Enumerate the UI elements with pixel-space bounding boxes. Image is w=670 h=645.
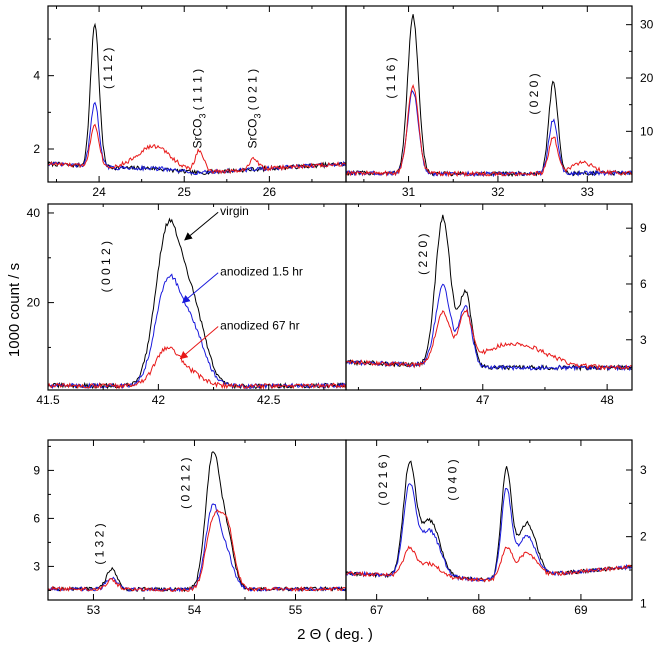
y-tick-label: 10 xyxy=(640,124,654,138)
peak-annotation: ( 1 1 2 ) xyxy=(101,48,115,89)
y-tick-label: 2 xyxy=(640,530,647,544)
x-tick-label: 24 xyxy=(92,185,106,199)
series-label: virgin xyxy=(220,204,249,218)
series-label-arrow xyxy=(181,272,219,304)
peak-annotation: ( 1 1 6 ) xyxy=(384,57,398,98)
x-tick-label: 42.5 xyxy=(257,393,281,407)
peak-annotation: ( 0 2 1 2 ) xyxy=(178,458,192,509)
peak-annotation: ( 0 2 1 6 ) xyxy=(376,454,390,505)
x-tick-label: 53 xyxy=(87,603,101,617)
x-tick-label: 33 xyxy=(581,185,595,199)
y-tick-label: 2 xyxy=(33,142,40,156)
peak-annotation: ( 1 3 2 ) xyxy=(93,523,107,564)
y-tick-label: 3 xyxy=(33,559,40,573)
series-line-anodized-67-hr xyxy=(346,84,632,178)
series-label: anodized 1.5 hr xyxy=(220,265,303,279)
series-line-virgin xyxy=(346,214,632,372)
y-tick-label: 30 xyxy=(640,18,654,32)
peak-annotation: ( 0 0 1 2 ) xyxy=(99,241,113,292)
peak-annotation: ( 0 2 0 ) xyxy=(527,73,541,114)
x-tick-label: 69 xyxy=(574,603,588,617)
x-tick-label: 54 xyxy=(188,603,202,617)
series-line-anodized-67-hr xyxy=(346,308,632,371)
x-tick-label: 41.5 xyxy=(36,393,60,407)
x-tick-label: 55 xyxy=(289,603,303,617)
y-tick-label: 9 xyxy=(640,221,647,235)
y-tick-label: 6 xyxy=(33,511,40,525)
y-tick-label: 1 xyxy=(640,596,647,610)
panel-bottom-left: 53 54 55 3 6 9 ( 1 3 2 ) ( 0 2 1 2 ) xyxy=(33,439,347,617)
series-line-virgin xyxy=(48,22,346,177)
series-line-anodized-67-hr xyxy=(48,123,346,175)
plot-frame xyxy=(345,203,633,391)
x-tick-label: 68 xyxy=(472,603,486,617)
x-tick-label: 31 xyxy=(402,185,416,199)
series-line-anodized-67-hr xyxy=(346,545,632,583)
plot-frame xyxy=(345,5,633,183)
x-tick-label: 32 xyxy=(491,185,505,199)
peak-annotation: SrCO3 ( 0 2 1 ) xyxy=(246,69,263,149)
series-line-anodized-1-5-hr xyxy=(48,273,346,390)
x-tick-label: 42 xyxy=(152,393,166,407)
y-axis-title: 1000 count / s xyxy=(6,263,23,357)
plot-frame xyxy=(47,439,347,601)
x-tick-label: 47 xyxy=(476,393,490,407)
y-tick-label: 20 xyxy=(27,296,41,310)
panel-top-right: 31 32 33 10 20 30 ( 1 1 6 ) ( 0 2 0 ) xyxy=(345,5,654,199)
y-tick-label: 40 xyxy=(27,206,41,220)
series-label-arrow xyxy=(184,211,219,241)
y-tick-label: 3 xyxy=(640,463,647,477)
peak-annotation: SrCO3 ( 1 1 1 ) xyxy=(190,69,207,149)
plot-frame xyxy=(47,203,347,391)
x-tick-label: 48 xyxy=(600,393,614,407)
x-tick-label: 67 xyxy=(370,603,384,617)
series-line-anodized-1-5-hr xyxy=(346,89,632,178)
panel-middle-left: 41.5 42 42.5 20 40 ( 0 0 1 2 ) virgin anodized … xyxy=(27,203,347,407)
series-label: anodized 67 hr xyxy=(220,318,299,332)
series-label-arrow xyxy=(179,326,219,360)
panel-middle-right: 47 48 3 6 9 ( 2 2 0 ) xyxy=(345,203,647,407)
plot-frame xyxy=(345,439,633,601)
x-tick-label: 26 xyxy=(263,185,277,199)
y-tick-label: 20 xyxy=(640,71,654,85)
panel-bottom-right: 67 68 69 1 2 3 ( 0 2 1 6 ) ( 0 4 0 ) xyxy=(345,439,647,617)
series-line-virgin xyxy=(48,451,346,593)
series-line-anodized-67-hr xyxy=(48,509,346,593)
x-tick-label: 25 xyxy=(178,185,192,199)
y-tick-label: 3 xyxy=(640,333,647,347)
y-tick-label: 4 xyxy=(33,69,40,83)
y-tick-label: 9 xyxy=(33,463,40,477)
series-line-anodized-67-hr xyxy=(48,345,346,390)
series-line-virgin xyxy=(48,217,346,390)
x-axis-title: 2 Θ ( deg. ) xyxy=(297,626,373,643)
peak-annotation: ( 2 2 0 ) xyxy=(416,234,430,275)
peak-annotation: ( 0 4 0 ) xyxy=(445,459,459,500)
series-line-anodized-1-5-hr xyxy=(346,283,632,372)
y-tick-label: 6 xyxy=(640,277,647,291)
